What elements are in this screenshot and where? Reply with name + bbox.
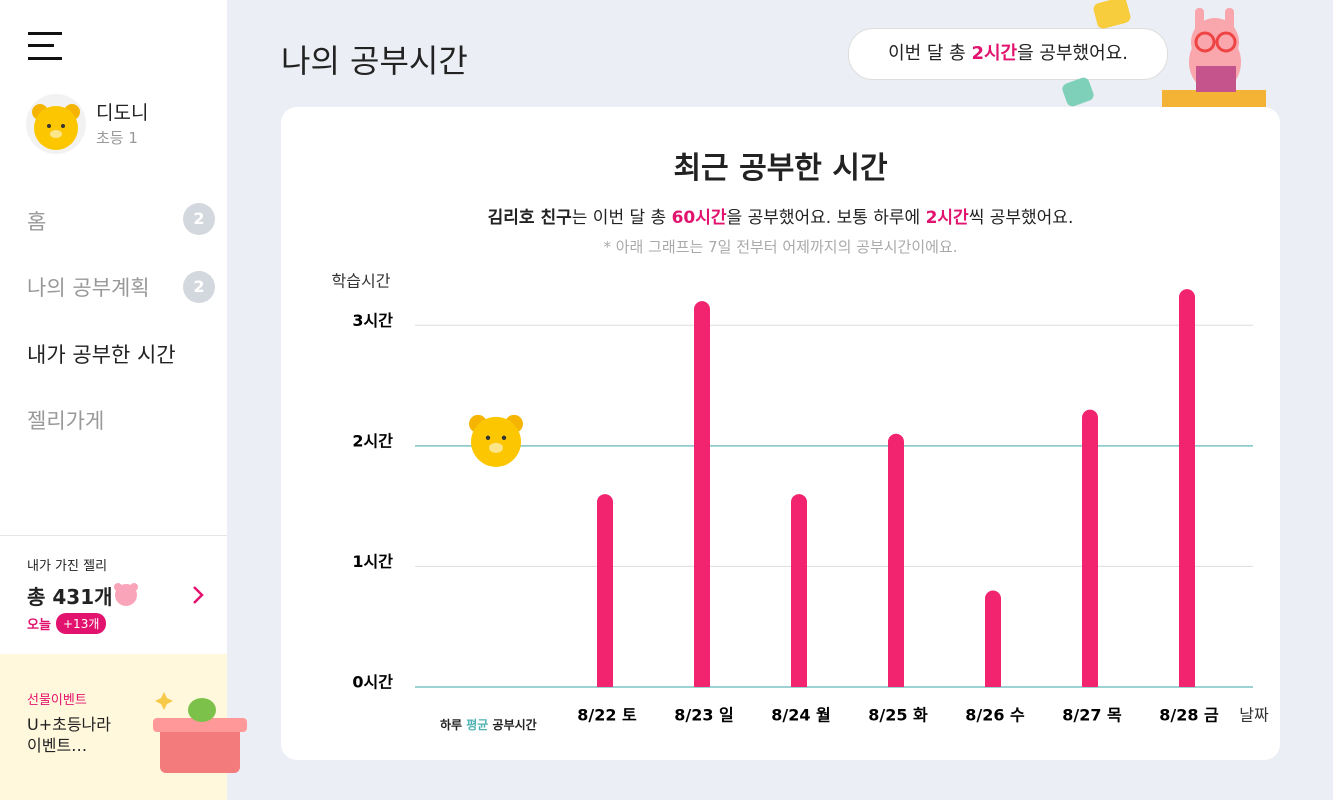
x-tick-label: 8/22 토: [577, 706, 637, 725]
chart-title: 최근 공부한 시간: [673, 151, 888, 186]
average-bear: [471, 416, 521, 467]
x-tick-label: 8/27 목: [1062, 706, 1122, 725]
x-tick-label: 8/25 화: [868, 706, 928, 725]
menu-item[interactable]: 내가 공부한 시간: [27, 343, 176, 367]
jelly-today-value: +13개: [56, 613, 107, 634]
menu-icon[interactable]: [28, 30, 64, 62]
average-label-highlight: 평균: [466, 718, 489, 732]
user-name: 디도니: [96, 102, 149, 124]
y-tick-label: 1시간: [352, 552, 393, 571]
y-tick-label: 0시간: [352, 673, 393, 692]
event-caption: 선물이벤트: [27, 693, 87, 708]
jelly-icon: [114, 583, 138, 606]
bubble-text: 을 공부했어요.: [1017, 43, 1128, 64]
jelly-today-label: 오늘: [27, 618, 51, 633]
jelly-caption: 내가 가진 젤리: [27, 559, 108, 574]
x-tick-label: 8/28 금: [1159, 706, 1219, 725]
bar: [597, 494, 613, 687]
jelly-total: 총 431개: [27, 585, 113, 609]
menu-badge: 2: [183, 271, 215, 303]
speech-bubble: 이번 달 총 2시간을 공부했어요.: [848, 28, 1168, 80]
bubble-highlight: 2시간: [971, 43, 1018, 64]
sidebar: 디도니 초등 1 홈 2 나의 공부계획 2 내가 공부한 시간 젤리가게 내가…: [0, 0, 247, 800]
y-tick-label: 2시간: [352, 431, 393, 450]
y-tick-label: 3시간: [352, 311, 393, 330]
bar: [694, 301, 710, 687]
bar: [1179, 289, 1195, 687]
subtitle-highlight: 2시간: [925, 208, 969, 228]
chart-note: * 아래 그래프는 7일 전부터 어제까지의 공부시간이에요.: [603, 238, 958, 256]
subtitle-text: 씩 공부했어요.: [968, 208, 1074, 228]
bar: [1082, 409, 1098, 687]
bar: [888, 433, 904, 687]
average-bear-snout: [489, 442, 503, 453]
subtitle-highlight: 60시간: [671, 208, 727, 228]
gift-icon: [153, 692, 247, 773]
average-bear-eye: [485, 435, 491, 441]
rabbit-illustration: [1062, 0, 1266, 107]
menu-item[interactable]: 나의 공부계획: [27, 276, 150, 300]
average-label-text: 공부시간: [488, 718, 537, 732]
menu-item[interactable]: 홈: [27, 210, 47, 234]
subtitle-text: 는 이번 달 총: [571, 208, 672, 228]
event-title: U+초등나라 이벤트…: [27, 715, 111, 755]
page-title: 나의 공부시간: [281, 42, 468, 80]
x-tick-label: 8/23 일: [674, 706, 734, 725]
average-bear-eye: [501, 435, 507, 441]
user-grade: 초등 1: [96, 129, 138, 147]
y-axis-label: 학습시간: [332, 272, 391, 291]
chart-card: [281, 107, 1280, 760]
bar: [791, 494, 807, 687]
avatar: [26, 94, 86, 154]
average-label-text: 하루: [440, 718, 467, 732]
divider: [0, 535, 227, 536]
bar: [985, 590, 1001, 687]
jelly-arrow[interactable]: [190, 584, 206, 606]
menu-badge: 2: [183, 203, 215, 235]
menu-item[interactable]: 젤리가게: [27, 409, 105, 433]
chart-subtitle: 김리호 친구는 이번 달 총 60시간을 공부했어요. 보통 하루에 2시간씩 …: [281, 203, 1280, 228]
x-axis-label: 날짜: [1239, 706, 1269, 725]
subtitle-name: 김리호 친구: [487, 208, 572, 228]
subtitle-text: 을 공부했어요. 보통 하루에: [726, 208, 926, 228]
bubble-text: 이번 달 총: [888, 43, 972, 64]
x-tick-label: 8/24 월: [771, 706, 831, 725]
average-label: 하루 평균 공부시간: [440, 716, 537, 733]
x-tick-label: 8/26 수: [965, 706, 1025, 725]
